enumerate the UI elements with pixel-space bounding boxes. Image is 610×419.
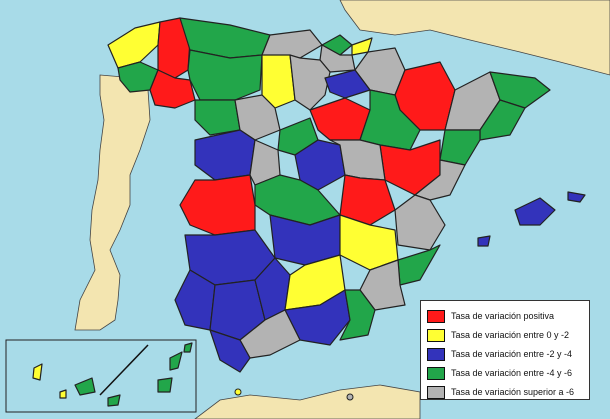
africa-land — [194, 384, 421, 419]
province-canarias-grancanaria — [157, 377, 173, 393]
province-baleares-ibiza — [477, 235, 491, 247]
province-canarias-tenerife — [74, 377, 96, 396]
legend-item-above-minus6: Tasa de variación superior a -6 — [427, 383, 583, 401]
legend-label-0-to-minus2: Tasa de variación entre 0 y -2 — [451, 330, 570, 340]
legend-label-above-minus6: Tasa de variación superior a -6 — [451, 387, 575, 397]
legend-item-0-to-minus2: Tasa de variación entre 0 y -2 — [427, 326, 583, 344]
province-canarias-lanzarote — [183, 342, 193, 353]
province-canarias-hierro — [107, 394, 121, 407]
province-almeria — [339, 289, 376, 341]
province-barcelona — [479, 99, 526, 141]
legend-swatch-above-minus6 — [427, 385, 445, 399]
province-leon — [187, 49, 263, 101]
province-canarias-fuerteventura — [169, 351, 183, 371]
province-cadiz — [209, 329, 251, 373]
legend-item-minus2-to-minus4: Tasa de variación entre -2 y -4 — [427, 345, 583, 363]
portugal-land — [74, 74, 151, 331]
legend-label-minus4-to-minus6: Tasa de variación entre -4 y -6 — [451, 368, 573, 378]
province-melilla — [346, 393, 354, 401]
province-zamora — [194, 99, 241, 136]
province-valencia — [394, 194, 446, 251]
province-girona — [489, 71, 551, 109]
legend-swatch-0-to-minus2 — [427, 328, 445, 342]
province-ourense — [149, 69, 196, 109]
france-land — [339, 0, 610, 76]
province-la-rioja — [324, 69, 371, 99]
legend-item-minus4-to-minus6: Tasa de variación entre -4 y -6 — [427, 364, 583, 382]
province-palencia — [261, 54, 296, 109]
map-legend: Tasa de variación positiva Tasa de varia… — [420, 300, 590, 400]
province-baleares-menorca — [567, 191, 586, 203]
canary-inset-divider — [99, 344, 149, 396]
province-baleares-mallorca — [514, 197, 556, 226]
province-cantabria — [261, 29, 323, 59]
legend-label-positive: Tasa de variación positiva — [451, 311, 555, 321]
province-huelva — [174, 269, 216, 331]
legend-swatch-minus4-to-minus6 — [427, 366, 445, 380]
province-ceuta — [234, 388, 242, 396]
province-canarias-gomera — [59, 389, 67, 399]
province-canarias-lapalma — [32, 363, 43, 381]
legend-swatch-minus2-to-minus4 — [427, 347, 445, 361]
province-tarragona — [439, 129, 481, 166]
legend-item-positive: Tasa de variación positiva — [427, 307, 583, 325]
legend-label-minus2-to-minus4: Tasa de variación entre -2 y -4 — [451, 349, 573, 359]
legend-swatch-positive — [427, 309, 445, 323]
